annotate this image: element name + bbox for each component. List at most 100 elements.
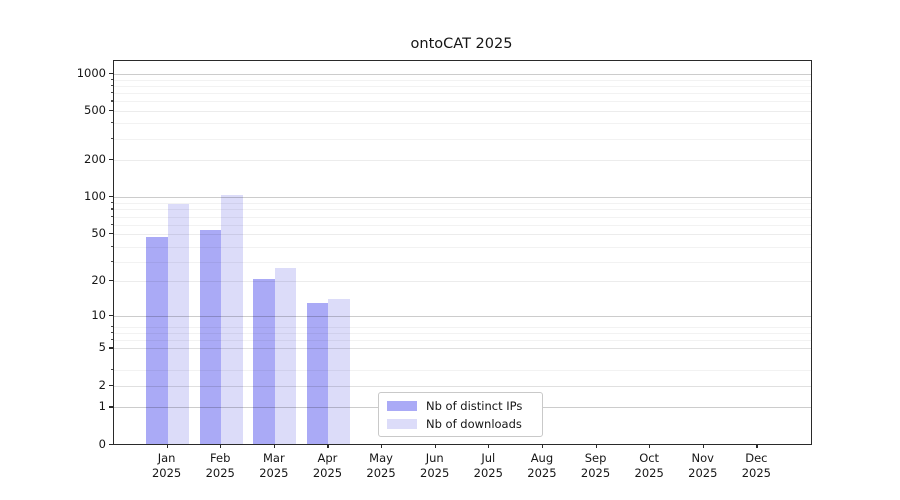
y-minor-tick-mark — [110, 384, 113, 386]
x-tick-label-feb: Feb 2025 — [188, 451, 252, 480]
x-tick-mark — [220, 444, 222, 448]
bar-downloads-jan — [167, 203, 190, 445]
y-minor-tick-mark — [110, 223, 113, 226]
gridline-minor — [114, 79, 811, 81]
y-tick-label-200: 200 — [84, 152, 106, 167]
x-tick-month: Dec — [745, 451, 768, 465]
bar-distinct-ips-mar — [253, 278, 275, 445]
x-tick-label-apr: Apr 2025 — [295, 451, 359, 480]
y-tick-mark — [109, 232, 113, 234]
x-tick-month: Jun — [425, 451, 444, 465]
x-tick-label-dec: Dec 2025 — [724, 451, 788, 480]
gridline-minor — [114, 85, 811, 87]
gridline-minor — [114, 262, 811, 264]
x-tick-label-oct: Oct 2025 — [617, 451, 681, 480]
gridline-minor — [114, 246, 811, 248]
y-tick-label-50: 50 — [91, 225, 106, 240]
bar-downloads-apr — [328, 299, 350, 445]
legend-item-downloads: Nb of downloads — [379, 415, 542, 433]
y-minor-tick-mark — [110, 369, 113, 371]
x-tick-mark — [488, 444, 490, 448]
bar-downloads-mar — [274, 267, 297, 445]
gridline-y-5 — [114, 348, 811, 350]
x-tick-year: 2025 — [259, 465, 289, 480]
bar-distinct-ips-apr — [306, 302, 329, 445]
gridline-y-50 — [114, 233, 811, 235]
gridline-y-100 — [114, 196, 811, 198]
y-minor-tick-mark — [110, 202, 113, 204]
gridline-minor — [114, 332, 811, 334]
gridline-minor — [114, 209, 811, 211]
gridline-minor — [114, 203, 811, 205]
y-minor-tick-mark — [110, 137, 113, 139]
x-tick-month: Mar — [262, 451, 285, 465]
y-minor-tick-mark — [110, 208, 113, 210]
y-tick-mark — [109, 314, 113, 317]
x-tick-mark — [273, 444, 276, 448]
gridline-y-10 — [114, 315, 811, 317]
legend-swatch-distinct-ips — [387, 401, 417, 411]
y-minor-tick-mark — [110, 84, 113, 87]
x-tick-mark — [756, 444, 758, 448]
y-minor-tick-mark — [110, 92, 113, 94]
x-tick-mark — [702, 444, 704, 448]
legend-label-distinct-ips: Nb of distinct IPs — [426, 399, 523, 413]
gridline-y-20 — [114, 281, 811, 283]
bar-distinct-ips-feb — [199, 229, 222, 445]
x-tick-month: Oct — [639, 451, 660, 465]
gridline-y-1000 — [114, 73, 811, 75]
x-tick-year: 2025 — [366, 465, 396, 480]
gridline-minor — [114, 385, 811, 387]
x-tick-month: Nov — [691, 451, 714, 465]
x-tick-month: Feb — [210, 451, 231, 465]
gridline-y-200 — [114, 160, 811, 162]
gridline-y-2 — [114, 385, 811, 387]
y-tick-label-0: 0 — [98, 436, 106, 451]
x-tick-year: 2025 — [580, 465, 611, 480]
x-tick-mark — [166, 444, 168, 448]
x-tick-mark — [541, 444, 544, 448]
x-tick-month: Jul — [481, 451, 496, 465]
gridline-minor — [114, 348, 811, 350]
x-tick-label-aug: Aug 2025 — [510, 451, 574, 480]
y-minor-tick-mark — [110, 261, 113, 263]
y-tick-label-1000: 1000 — [76, 65, 106, 80]
y-tick-label-1: 1 — [98, 399, 106, 414]
bar-distinct-ips-jan — [146, 236, 168, 445]
gridline-minor — [114, 123, 811, 125]
x-tick-month: Sep — [584, 451, 607, 465]
x-tick-label-nov: Nov 2025 — [671, 451, 735, 480]
y-tick-mark — [109, 406, 113, 408]
legend-item-distinct-ips: Nb of distinct IPs — [379, 397, 542, 415]
gridline-minor — [114, 138, 811, 140]
x-tick-mark — [434, 444, 436, 448]
gridline-minor — [114, 101, 811, 103]
x-tick-label-jun: Jun 2025 — [403, 451, 467, 480]
gridline-minor — [114, 326, 811, 328]
y-tick-mark — [109, 159, 113, 161]
bar-downloads-feb — [221, 194, 243, 445]
y-tick-label-100: 100 — [84, 188, 106, 203]
x-tick-year: 2025 — [420, 465, 450, 480]
x-tick-label-jul: Jul 2025 — [456, 451, 520, 480]
x-tick-year: 2025 — [634, 465, 664, 480]
gridline-minor — [114, 370, 811, 372]
y-minor-tick-mark — [110, 100, 113, 102]
x-tick-month: Jan — [157, 451, 176, 465]
x-tick-mark — [649, 444, 651, 448]
legend: Nb of distinct IPs Nb of downloads — [378, 392, 543, 437]
y-minor-tick-mark — [110, 122, 113, 124]
x-tick-label-jan: Jan 2025 — [135, 451, 199, 480]
x-tick-mark — [381, 444, 383, 448]
gridline-y-500 — [114, 111, 811, 113]
x-tick-month: Apr — [317, 451, 338, 465]
x-tick-month: May — [369, 451, 393, 465]
y-minor-tick-mark — [110, 78, 113, 80]
x-tick-year: 2025 — [688, 465, 718, 480]
x-tick-year: 2025 — [527, 465, 557, 480]
y-tick-label-500: 500 — [84, 103, 106, 118]
y-minor-tick-mark — [110, 347, 113, 349]
y-tick-mark — [109, 110, 113, 112]
legend-swatch-downloads — [387, 419, 417, 429]
